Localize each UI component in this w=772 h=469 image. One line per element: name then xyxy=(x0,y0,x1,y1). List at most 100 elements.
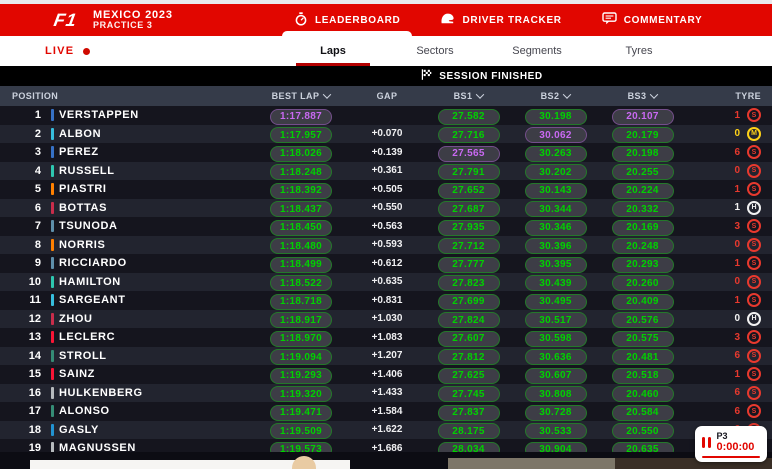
driver-name: SARGEANT xyxy=(59,294,126,307)
sector3-time: 20.481 xyxy=(611,349,674,365)
best-lap-time: 1:18.026 xyxy=(270,145,332,162)
sector3-time: 20.575 xyxy=(611,330,674,347)
tab-laps[interactable]: Laps xyxy=(282,36,384,66)
sector1-time: 27.745 xyxy=(437,386,500,402)
team-color-bar xyxy=(50,164,54,177)
driver-name: ZHOU xyxy=(59,312,93,325)
position-number: 19 xyxy=(28,442,41,455)
position-number: 7 xyxy=(34,220,41,233)
table-row: 16 HULKENBERG 1:19.320 +1.433 27.745 30.… xyxy=(0,383,772,402)
nav-leaderboard[interactable]: LEADERBOARD xyxy=(281,4,414,36)
sector2-time: 30.263 xyxy=(524,145,587,162)
sector2-time: 30.636 xyxy=(524,349,587,365)
team-color-bar xyxy=(50,349,54,362)
col-bs3[interactable]: BS3 xyxy=(599,90,686,101)
tyre-age: 6 xyxy=(734,405,740,417)
tyre-age: 1 xyxy=(734,257,740,269)
sector3-time: 20.460 xyxy=(611,386,674,402)
tab-sectors[interactable]: Sectors xyxy=(416,45,454,57)
view-tabs: Laps Sectors Segments Tyres xyxy=(282,36,690,66)
sector1-time: 27.699 xyxy=(437,293,500,310)
col-tyre: TYRE xyxy=(735,91,761,101)
sector2-time: 30.517 xyxy=(524,312,587,328)
sector3-time: 20.255 xyxy=(611,164,674,180)
session-status-bar: SESSION FINISHED xyxy=(0,66,772,86)
tyre-age: 0 xyxy=(734,313,740,325)
nav-label: DRIVER TRACKER xyxy=(462,14,562,26)
tyre-age: 1 xyxy=(734,183,740,195)
nav-commentary[interactable]: COMMENTARY xyxy=(602,4,703,36)
sector1-time: 27.777 xyxy=(437,256,500,273)
tyre-compound-icon: S xyxy=(747,237,761,252)
sector1-time: 27.687 xyxy=(437,201,500,217)
tyre-compound-icon: S xyxy=(747,163,761,178)
event-info: MEXICO 2023 PRACTICE 3 xyxy=(93,9,173,31)
leaderboard-rows: 1 VERSTAPPEN 1:17.887 27.582 30.198 20.1… xyxy=(0,106,772,469)
driver-name: RICCIARDO xyxy=(59,257,127,270)
sector3-time: 20.224 xyxy=(611,182,674,199)
best-lap-time: 1:17.957 xyxy=(270,127,332,143)
driver-name: VERSTAPPEN xyxy=(59,109,139,122)
team-color-bar xyxy=(50,220,54,233)
best-lap-time: 1:18.917 xyxy=(270,312,332,328)
best-lap-time: 1:18.392 xyxy=(270,182,332,199)
team-color-bar xyxy=(50,127,54,140)
helmet-icon xyxy=(440,12,455,28)
driver-name: MAGNUSSEN xyxy=(59,442,136,455)
tyre-age: 1 xyxy=(734,294,740,306)
f1-logo: F1 xyxy=(52,9,79,30)
gap-value: +0.139 xyxy=(371,146,403,158)
chevron-down-icon xyxy=(650,90,659,99)
best-lap-time: 1:18.437 xyxy=(270,201,332,217)
gap-value: +1.622 xyxy=(371,424,403,436)
position-number: 14 xyxy=(28,349,41,362)
tyre-compound-icon: S xyxy=(747,367,761,382)
commentary-icon xyxy=(602,12,617,28)
sector1-time: 27.625 xyxy=(437,367,500,384)
sector2-time: 30.062 xyxy=(524,127,587,143)
col-bs2[interactable]: BS2 xyxy=(512,90,599,101)
team-color-bar xyxy=(50,423,54,436)
col-position: POSITION xyxy=(12,91,59,101)
live-indicator: LIVE xyxy=(45,36,91,66)
session-timer-widget[interactable]: P3 0:00:00 xyxy=(695,426,767,462)
position-number: 17 xyxy=(28,405,41,418)
col-bs1[interactable]: BS1 xyxy=(425,90,512,101)
below-content-shape xyxy=(292,456,316,469)
table-row: 6 BOTTAS 1:18.437 +0.550 27.687 30.344 2… xyxy=(0,198,772,217)
tyre-compound-icon: M xyxy=(747,126,761,141)
position-number: 8 xyxy=(34,238,41,251)
table-row: 10 HAMILTON 1:18.522 +0.635 27.823 30.43… xyxy=(0,272,772,291)
sector2-time: 30.396 xyxy=(524,238,587,254)
sector1-time: 28.175 xyxy=(437,423,500,439)
timer-progress-bar xyxy=(702,455,760,458)
event-title: MEXICO 2023 xyxy=(93,9,173,21)
gap-value: +1.433 xyxy=(371,387,403,399)
gap-value: +1.207 xyxy=(371,350,403,362)
position-number: 2 xyxy=(34,127,41,140)
team-color-bar xyxy=(50,386,54,399)
sector1-time: 27.791 xyxy=(437,164,500,180)
sector2-time: 30.143 xyxy=(524,182,587,199)
tab-tyres[interactable]: Tyres xyxy=(625,45,653,57)
nav-driver-tracker[interactable]: DRIVER TRACKER xyxy=(440,4,561,36)
gap-value: +1.686 xyxy=(371,442,403,454)
session-status-label: SESSION FINISHED xyxy=(439,70,543,82)
tyre-compound-icon: S xyxy=(747,404,761,419)
position-number: 16 xyxy=(28,386,41,399)
below-content-band xyxy=(615,458,772,469)
table-row: 3 PEREZ 1:18.026 +0.139 27.565 30.263 20… xyxy=(0,143,772,162)
tyre-compound-icon: S xyxy=(747,108,761,123)
team-color-bar xyxy=(50,294,54,307)
sector2-time: 30.533 xyxy=(524,423,587,439)
sector1-time: 27.607 xyxy=(437,330,500,347)
tyre-age: 1 xyxy=(734,109,740,121)
sector2-time: 30.728 xyxy=(524,404,587,421)
col-best-lap[interactable]: BEST LAP xyxy=(253,90,349,101)
tyre-compound-icon: H xyxy=(747,311,761,326)
sector1-time: 27.712 xyxy=(437,238,500,254)
tab-segments[interactable]: Segments xyxy=(512,45,562,57)
col-gap: GAP xyxy=(376,91,398,101)
position-number: 11 xyxy=(29,294,41,307)
